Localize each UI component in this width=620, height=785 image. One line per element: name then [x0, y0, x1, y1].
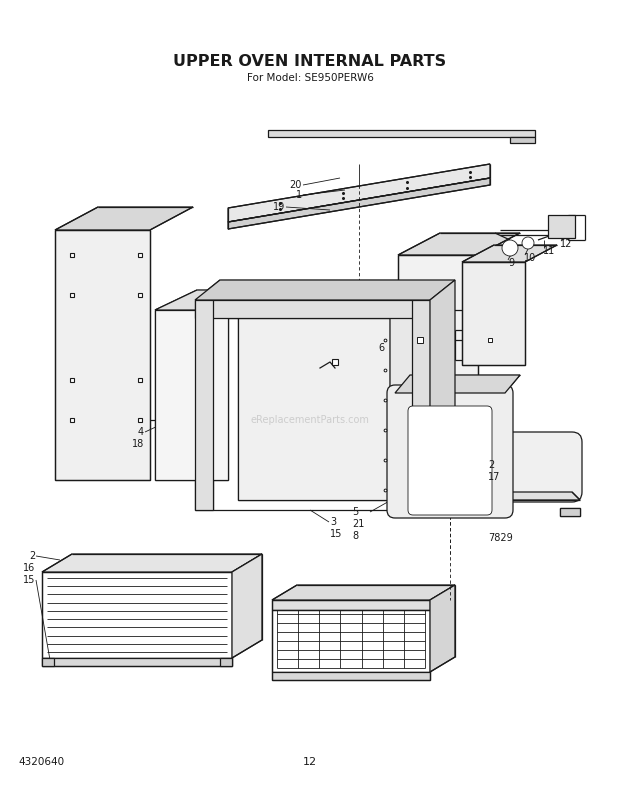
Text: 12: 12 — [303, 757, 317, 767]
Polygon shape — [430, 585, 455, 672]
Polygon shape — [228, 178, 490, 229]
FancyBboxPatch shape — [387, 385, 513, 518]
Polygon shape — [195, 300, 430, 318]
Polygon shape — [412, 300, 430, 510]
Text: 9: 9 — [508, 258, 514, 268]
Polygon shape — [55, 207, 193, 230]
FancyBboxPatch shape — [452, 432, 582, 502]
Text: 19: 19 — [273, 202, 285, 212]
Circle shape — [522, 237, 534, 249]
Text: 12: 12 — [560, 239, 572, 249]
Polygon shape — [42, 572, 232, 658]
Polygon shape — [560, 508, 580, 516]
Text: 11: 11 — [543, 246, 556, 256]
Text: 20: 20 — [290, 180, 302, 190]
Text: 1: 1 — [296, 190, 302, 200]
Polygon shape — [462, 492, 580, 500]
Polygon shape — [155, 310, 228, 480]
Polygon shape — [272, 672, 430, 680]
Text: 7829: 7829 — [488, 533, 513, 543]
Polygon shape — [220, 658, 232, 666]
Text: 17: 17 — [488, 472, 500, 482]
Polygon shape — [238, 296, 432, 318]
Polygon shape — [55, 230, 150, 480]
Text: 2: 2 — [488, 460, 494, 470]
Polygon shape — [395, 375, 520, 393]
Polygon shape — [390, 296, 432, 500]
Text: 15: 15 — [330, 529, 342, 539]
Polygon shape — [548, 215, 575, 238]
Text: 21: 21 — [352, 519, 365, 529]
Polygon shape — [272, 585, 455, 600]
Polygon shape — [510, 137, 535, 143]
Text: 16: 16 — [23, 563, 35, 573]
Polygon shape — [462, 245, 557, 262]
Text: 4320640: 4320640 — [18, 757, 64, 767]
Polygon shape — [195, 300, 213, 510]
Polygon shape — [195, 280, 455, 300]
Text: 18: 18 — [131, 439, 144, 449]
Text: 6: 6 — [378, 343, 384, 353]
Text: 3: 3 — [330, 517, 336, 527]
Polygon shape — [42, 658, 54, 666]
Polygon shape — [42, 554, 262, 572]
Polygon shape — [42, 658, 232, 666]
Polygon shape — [268, 130, 535, 137]
Text: eReplacementParts.com: eReplacementParts.com — [250, 415, 370, 425]
Text: 5: 5 — [352, 507, 358, 517]
Polygon shape — [155, 290, 270, 310]
Polygon shape — [272, 600, 430, 610]
Text: For Model: SE950PERW6: For Model: SE950PERW6 — [247, 73, 373, 83]
Polygon shape — [430, 280, 455, 510]
Polygon shape — [398, 255, 478, 490]
FancyBboxPatch shape — [408, 406, 492, 515]
Text: UPPER OVEN INTERNAL PARTS: UPPER OVEN INTERNAL PARTS — [174, 54, 446, 70]
Circle shape — [502, 240, 518, 256]
Polygon shape — [272, 610, 430, 672]
Text: 10: 10 — [524, 253, 536, 263]
Polygon shape — [228, 164, 490, 222]
Text: 4: 4 — [138, 427, 144, 437]
Polygon shape — [395, 393, 505, 510]
Text: 8: 8 — [352, 531, 358, 541]
Polygon shape — [232, 554, 262, 658]
Text: 2: 2 — [29, 551, 35, 561]
Text: 15: 15 — [22, 575, 35, 585]
Polygon shape — [462, 262, 525, 365]
Polygon shape — [238, 318, 390, 500]
Polygon shape — [398, 233, 520, 255]
